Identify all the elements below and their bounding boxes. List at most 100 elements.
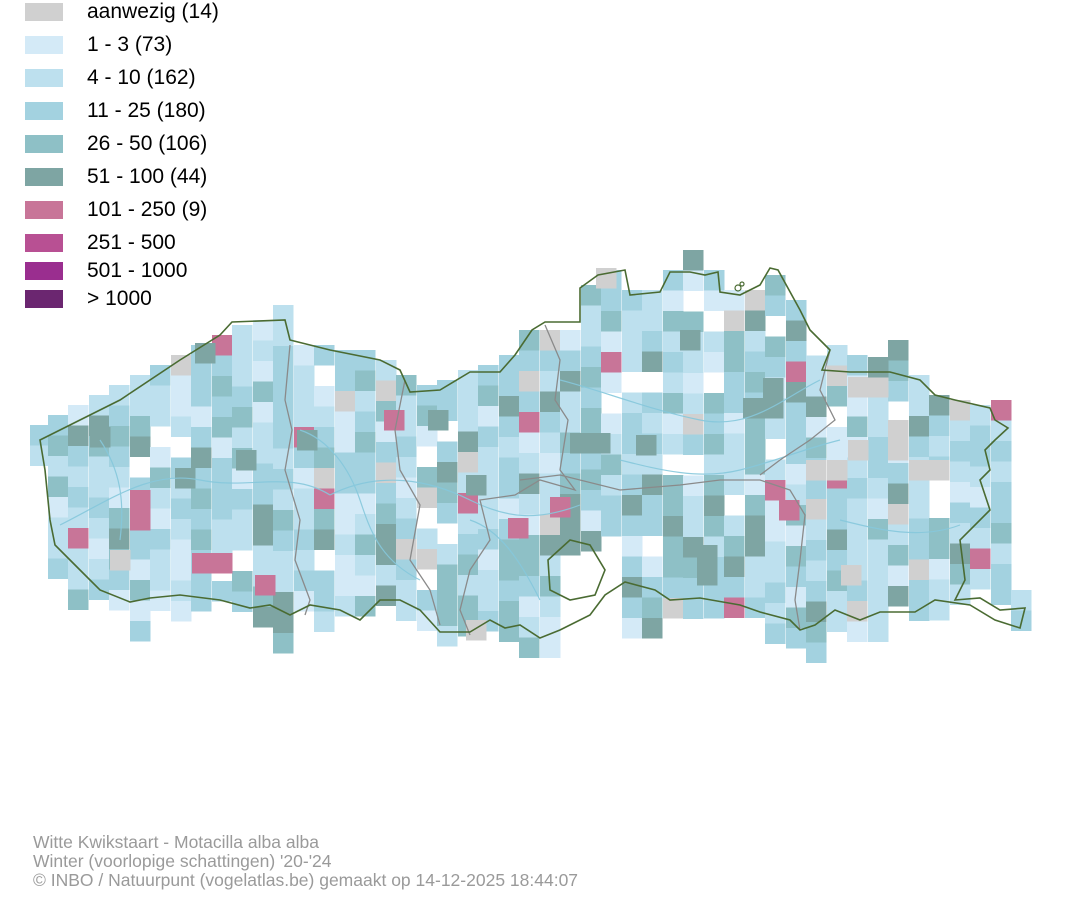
grid-cell <box>130 559 151 580</box>
grid-cell <box>601 290 622 311</box>
legend-swatch <box>25 3 63 21</box>
grid-cell <box>745 454 766 475</box>
grid-cell <box>827 611 848 632</box>
grid-cell <box>48 435 69 456</box>
grid-cell <box>232 509 253 530</box>
grid-cells <box>30 250 1032 663</box>
grid-cell <box>109 405 130 426</box>
grid-cell <box>683 373 704 394</box>
grid-cell <box>232 530 253 551</box>
grid-cell <box>519 494 540 515</box>
legend-item: 501 - 1000 <box>25 259 425 282</box>
grid-cell <box>499 396 520 417</box>
grid-cell <box>294 488 315 509</box>
grid-cell <box>130 490 151 511</box>
legend-swatch <box>25 168 63 186</box>
grid-cell <box>888 360 909 381</box>
grid-cell <box>191 386 212 407</box>
grid-cell <box>417 467 438 488</box>
grid-cell <box>335 473 356 494</box>
grid-cell <box>724 597 745 618</box>
grid-cell <box>970 507 991 528</box>
grid-cell <box>171 560 192 581</box>
grid-cell <box>150 590 171 611</box>
grid-cell <box>68 425 89 446</box>
grid-cell <box>642 495 663 516</box>
legend-item: > 1000 <box>25 287 425 310</box>
grid-cell <box>786 300 807 321</box>
grid-cell <box>806 460 827 481</box>
river-line <box>59 477 331 526</box>
grid-cell <box>253 320 274 341</box>
legend-swatch <box>25 290 63 308</box>
grid-cell <box>888 504 909 525</box>
grid-cell <box>663 352 684 373</box>
legend-item: aanwezig (14) <box>25 0 425 23</box>
legend-label: 26 - 50 (106) <box>87 132 208 155</box>
grid-cell <box>929 460 950 481</box>
grid-cell <box>376 483 397 504</box>
grid-cell <box>704 434 725 455</box>
grid-cell <box>806 601 827 622</box>
grid-cell <box>171 519 192 540</box>
grid-cell <box>519 412 540 433</box>
province-borders <box>284 324 836 636</box>
grid-cell <box>273 469 294 490</box>
grid-cell <box>642 290 663 311</box>
grid-cell <box>950 400 971 421</box>
grid-cell <box>478 590 499 611</box>
grid-cell <box>786 443 807 464</box>
map-footer: Witte Kwikstaart - Motacilla alba alba W… <box>33 833 578 890</box>
grid-cell <box>622 597 643 618</box>
grid-cell <box>745 331 766 352</box>
grid-cell <box>171 416 192 437</box>
grid-cell <box>376 380 397 401</box>
grid-cell <box>847 621 868 642</box>
grid-cell <box>30 445 51 466</box>
grid-cell <box>458 493 479 514</box>
grid-cell <box>868 580 889 601</box>
grid-cell <box>109 446 130 467</box>
grid-cell <box>335 575 356 596</box>
grid-cell <box>335 596 356 617</box>
grid-cell <box>724 310 745 331</box>
grid-cell <box>560 330 581 351</box>
legend-item: 26 - 50 (106) <box>25 132 425 155</box>
grid-cell <box>68 405 89 426</box>
grid-cell <box>458 411 479 432</box>
grid-cell <box>550 497 571 518</box>
river-line <box>559 379 821 423</box>
grid-cell <box>560 391 581 412</box>
grid-cell <box>191 570 212 591</box>
grid-cell <box>68 589 89 610</box>
legend-label: 251 - 500 <box>87 231 176 254</box>
grid-cell <box>683 598 704 619</box>
grid-cell <box>478 447 499 468</box>
grid-cell <box>191 529 212 550</box>
grid-cell <box>888 381 909 402</box>
grid-cell <box>109 385 130 406</box>
grid-cell <box>847 498 868 519</box>
grid-cell <box>499 416 520 437</box>
grid-cell <box>273 530 294 551</box>
grid-cell <box>642 351 663 372</box>
grid-cell <box>622 413 643 434</box>
grid-cell <box>273 510 294 531</box>
grid-cell <box>724 331 745 352</box>
grid-cell <box>384 410 405 431</box>
grid-cell <box>355 575 376 596</box>
grid-cell <box>847 580 868 601</box>
grid-cell <box>212 437 233 458</box>
grid-cell <box>437 503 458 524</box>
grid-cell <box>171 375 192 396</box>
grid-cell <box>704 352 725 373</box>
grid-cell <box>232 366 253 387</box>
grid-cell <box>970 466 991 487</box>
grid-cell <box>253 463 274 484</box>
grid-cell <box>458 370 479 391</box>
grid-cell <box>130 600 151 621</box>
grid-cell <box>970 425 991 446</box>
grid-cell <box>253 422 274 443</box>
grid-cell <box>335 534 356 555</box>
grid-cell <box>130 395 151 416</box>
